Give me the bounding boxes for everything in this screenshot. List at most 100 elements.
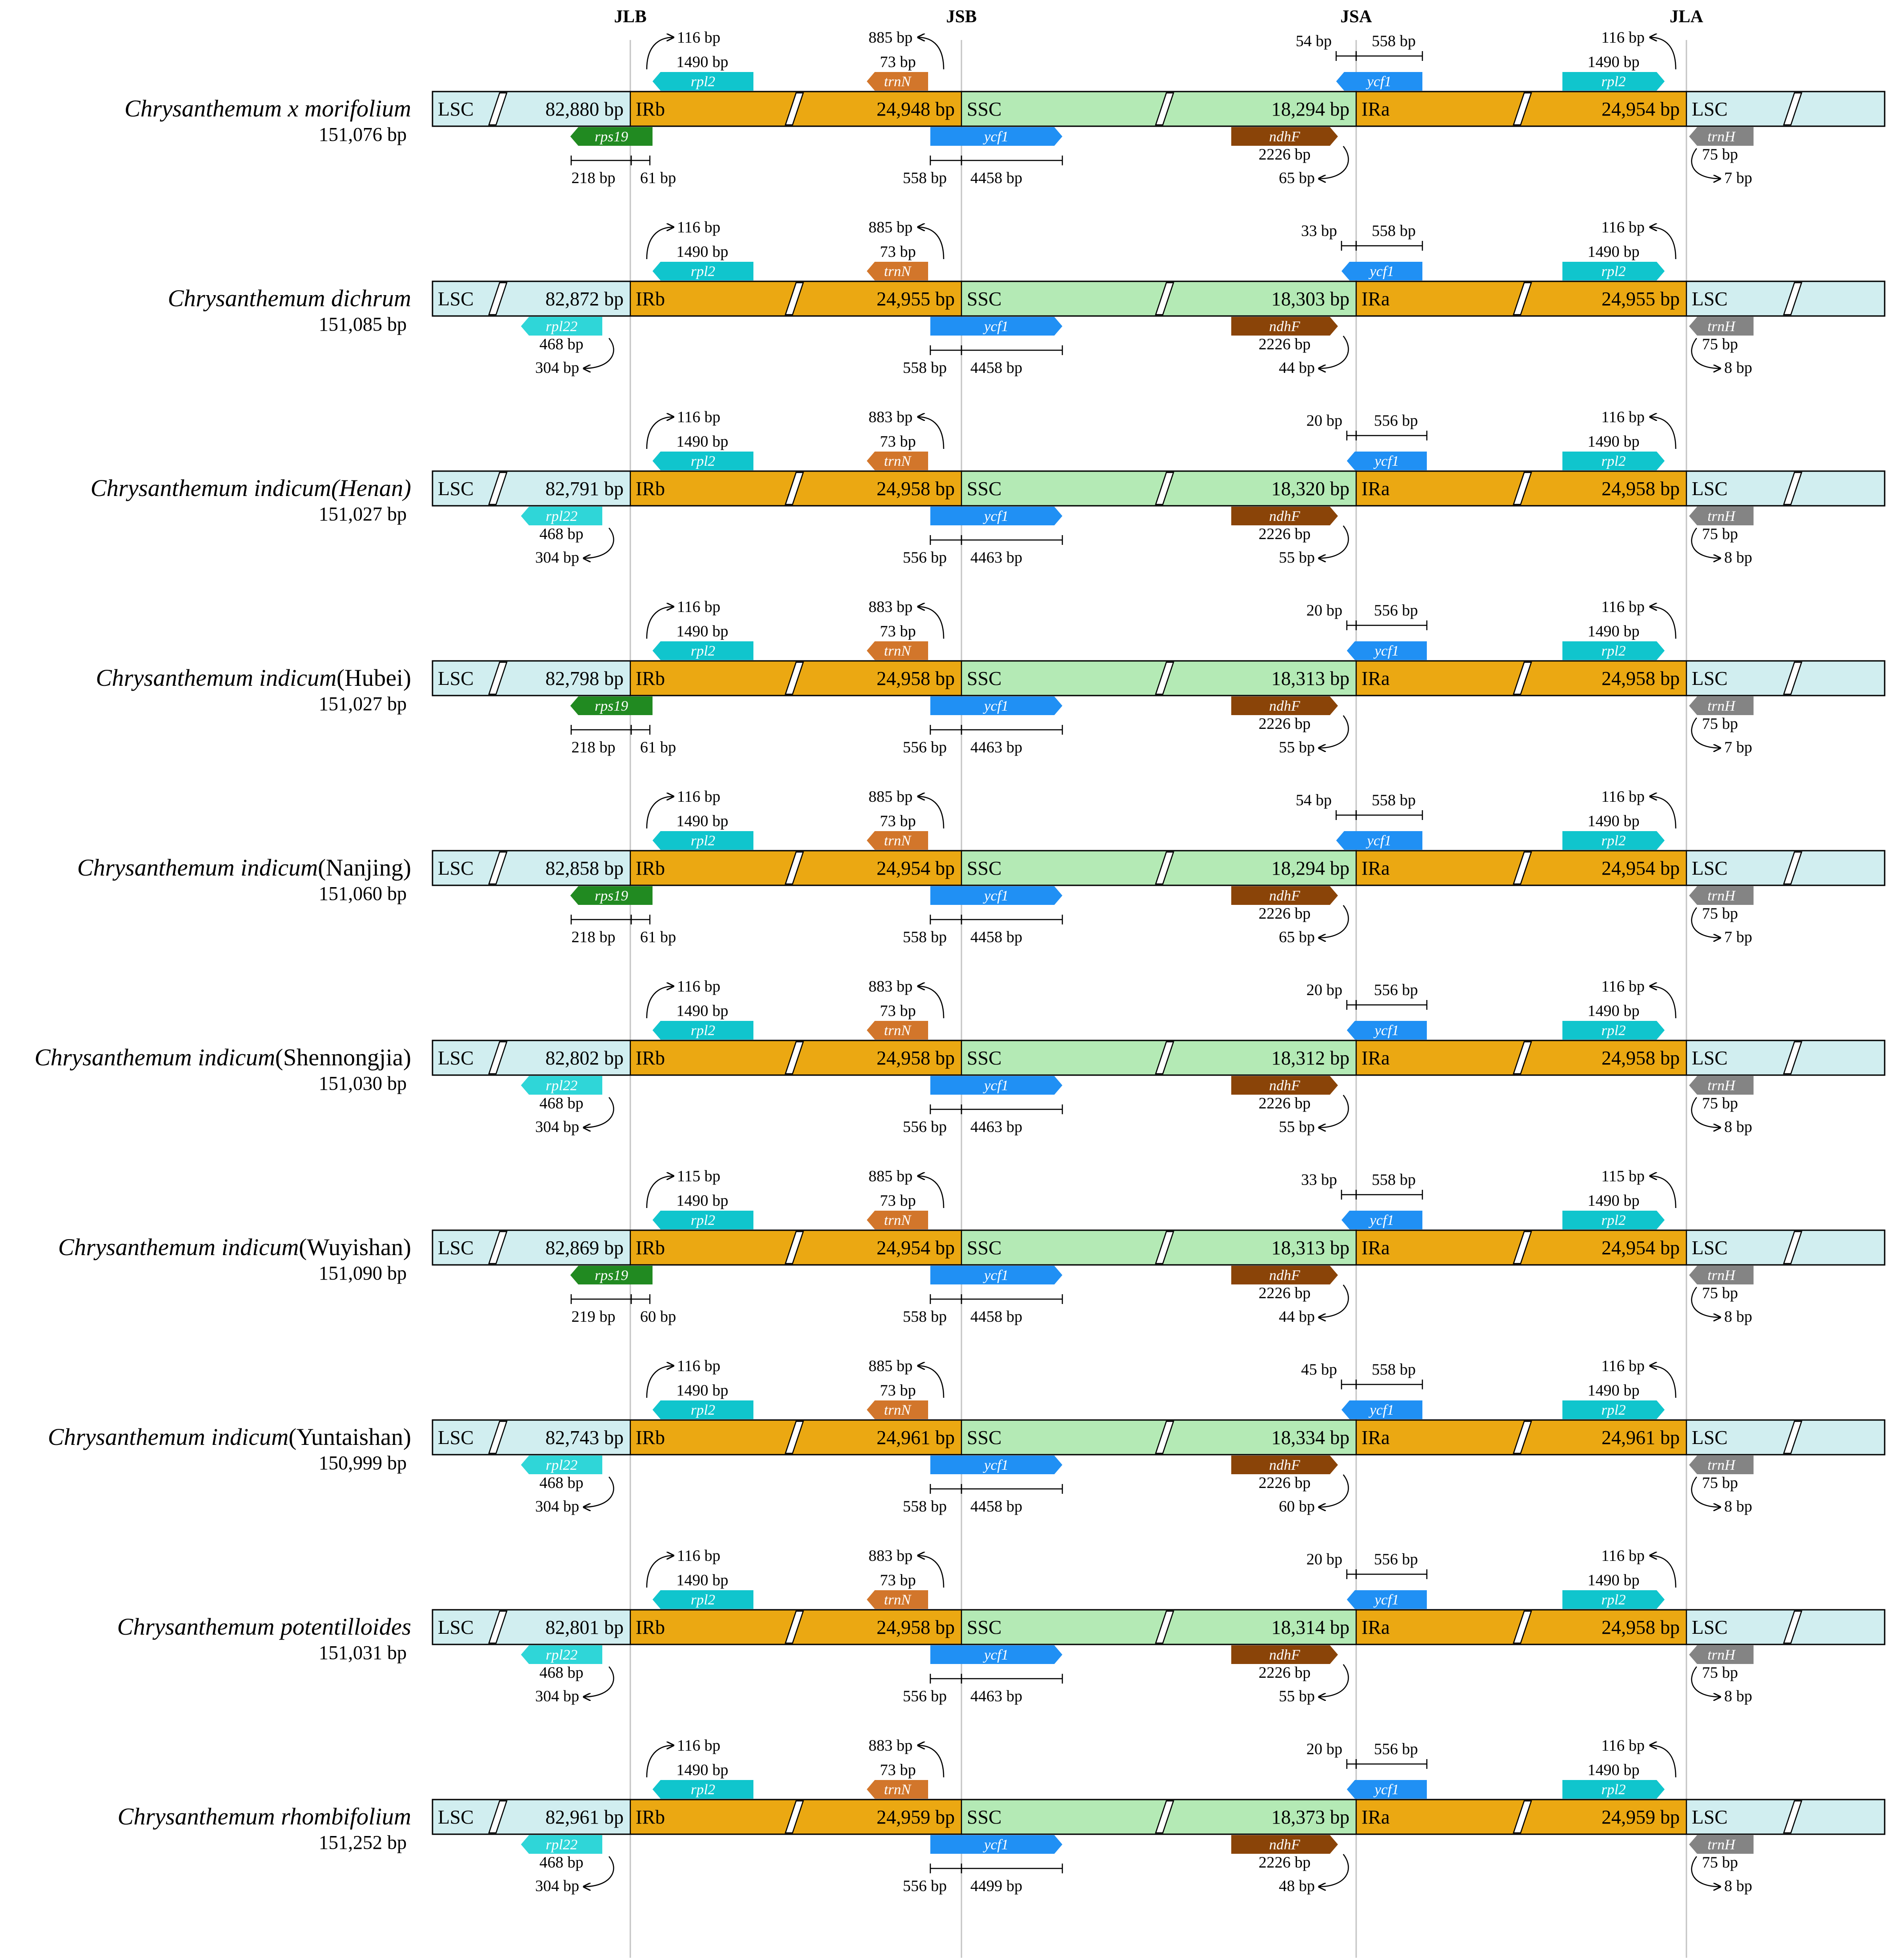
species-locality: (Shennongjia) (275, 1044, 411, 1071)
lsc-label: LSC (438, 1806, 474, 1828)
ycf1-ira-right: 556 bp (1374, 1550, 1418, 1568)
ycf1-ssc-in-irb: 558 bp (903, 928, 947, 946)
ycf1-gene-ira (1341, 1400, 1422, 1419)
ndhF-gene (1231, 507, 1338, 525)
break-mark-ssc (1155, 1231, 1174, 1264)
ssc-label: SSC (967, 288, 1001, 310)
rpl2-irb-gap-arrow (646, 227, 673, 260)
species-binomial: Chrysanthemum indicum(Henan) (91, 475, 411, 501)
irb-length: 24,959 bp (877, 1806, 955, 1828)
rps19-gene (570, 1266, 653, 1284)
ycf1-gene-ira-label: ycf1 (1373, 1023, 1399, 1039)
ycf1-gene-ira-label: ycf1 (1366, 833, 1392, 849)
trnH-gene-label: trnH (1707, 698, 1736, 714)
rpl2-gene-irb-label: rpl2 (691, 1402, 715, 1418)
ycf1-gene-ira-label: ycf1 (1373, 643, 1399, 659)
rpl2-gene-irb-label: rpl2 (691, 1592, 715, 1608)
trnH-gap: 8 bp (1724, 1877, 1752, 1895)
trnH-gene (1689, 127, 1754, 146)
genome-bar-outline (432, 91, 1886, 127)
rpl22-gene (521, 1076, 602, 1095)
ndhF-gap-arrow (1319, 336, 1349, 368)
irb-label: IRb (636, 668, 665, 689)
ycf1-ssc-in-ssc: 4458 bp (970, 359, 1022, 376)
rpl2-ira-length: 1490 bp (1588, 1381, 1640, 1399)
ycf1-ssc-in-irb: 556 bp (903, 1118, 947, 1136)
lsc-label: LSC (438, 1237, 474, 1259)
irb-length: 24,954 bp (877, 857, 955, 879)
rpl2-gene-irb-label: rpl2 (691, 74, 715, 90)
trnN-gap-arrow (918, 1745, 945, 1778)
ycf1-gene-ira (1336, 72, 1422, 91)
rpl2-gene-irb-label: rpl2 (691, 643, 715, 659)
ycf1-ssc-in-irb: 556 bp (903, 1687, 947, 1705)
trnH-length: 75 bp (1702, 1094, 1738, 1112)
lsc-length: 82,791 bp (545, 478, 624, 500)
trnH-gap: 8 bp (1724, 1497, 1752, 1515)
rpl22-gap-arrow (584, 1666, 614, 1697)
ycf1-ira-left: 20 bp (1306, 601, 1342, 619)
rpl22-gene-label: rpl22 (546, 1078, 578, 1094)
genome-size: 151,090 bp (319, 1262, 407, 1284)
trnH-gene (1689, 1835, 1754, 1854)
rpl2-ira-length: 1490 bp (1588, 1192, 1640, 1209)
rpl2-ira-length: 1490 bp (1588, 812, 1640, 830)
ira-length: 24,958 bp (1602, 668, 1680, 689)
rpl2-ira-length: 1490 bp (1588, 243, 1640, 260)
break-mark-irb (785, 1610, 804, 1644)
species-name: Chrysanthemum indicum(Nanjing) (77, 854, 411, 881)
trnH-gene-label: trnH (1707, 508, 1736, 524)
break-mark-lsc (488, 282, 508, 316)
trnN-gap: 885 bp (869, 788, 913, 805)
rpl22-length: 468 bp (540, 1664, 584, 1681)
rpl22-gap-arrow (584, 1856, 614, 1887)
irb-length: 24,958 bp (877, 668, 955, 689)
rpl2-ira-length: 1490 bp (1588, 1761, 1640, 1779)
species-locality: (Nanjing) (318, 854, 411, 881)
ndhF-gap: 48 bp (1279, 1877, 1315, 1895)
genome-size: 151,030 bp (319, 1072, 407, 1094)
rpl22-gene (521, 1835, 602, 1854)
rpl2-irb-gap-arrow (646, 37, 673, 70)
ndhF-gap-arrow (1319, 1854, 1349, 1887)
lsc-label: LSC (438, 1616, 474, 1638)
break-mark-irb (785, 851, 804, 885)
ycf1-ssc-in-ssc: 4458 bp (970, 169, 1022, 187)
break-mark-lsc-right (1783, 472, 1802, 505)
irb-length: 24,958 bp (877, 1616, 955, 1638)
trnN-gene (867, 262, 928, 280)
rpl2-gene-irb (653, 72, 753, 91)
trnH-gap: 8 bp (1724, 359, 1752, 376)
ssc-label: SSC (967, 1237, 1001, 1259)
ycf1-gene-ssc (930, 1645, 1062, 1664)
trnH-gap: 8 bp (1724, 548, 1752, 566)
rpl2-gene-ira (1562, 452, 1665, 470)
break-mark-lsc-right (1783, 1041, 1802, 1075)
genome-size: 151,060 bp (319, 883, 407, 904)
lsc-length: 82,801 bp (545, 1616, 624, 1638)
rpl2-gene-ira-label: rpl2 (1601, 1782, 1626, 1798)
ycf1-ira-right: 558 bp (1372, 791, 1416, 809)
lsc-region-left (432, 92, 630, 126)
break-mark-ssc (1155, 851, 1174, 885)
genome-size: 151,076 bp (319, 124, 407, 145)
irb-label: IRb (636, 1047, 665, 1069)
break-mark-lsc (488, 472, 508, 505)
break-mark-lsc (488, 661, 508, 695)
ycf1-ssc-in-ssc: 4458 bp (970, 1308, 1022, 1325)
trnN-gap: 883 bp (869, 977, 913, 995)
rpl2-irb-gap-arrow (646, 607, 673, 639)
rpl2-irb-gap: 116 bp (677, 1736, 721, 1754)
trnH-length: 75 bp (1702, 145, 1738, 163)
lsc-label-right: LSC (1692, 1237, 1728, 1259)
trnH-gap: 8 bp (1724, 1687, 1752, 1705)
ndhF-gap: 60 bp (1279, 1497, 1315, 1515)
rpl2-irb-gap: 116 bp (677, 977, 721, 995)
genome-size: 151,031 bp (319, 1642, 407, 1664)
rpl2-gene-ira (1562, 72, 1665, 91)
trnH-gap-arrow (1691, 338, 1720, 368)
species-name: Chrysanthemum indicum(Yuntaishan) (48, 1424, 411, 1450)
species-locality: (Hubei) (336, 664, 411, 691)
ycf1-gene-ssc-label: ycf1 (983, 1837, 1009, 1853)
